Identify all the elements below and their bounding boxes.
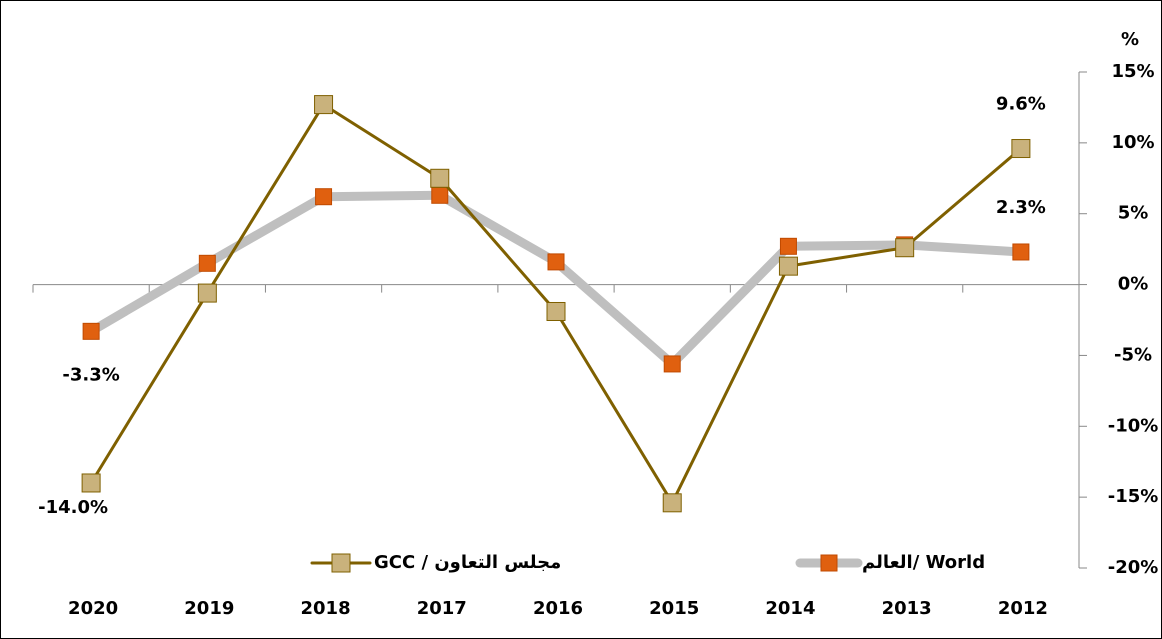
legend-marker xyxy=(331,553,351,573)
legend-marker xyxy=(820,554,838,572)
point-marker xyxy=(778,256,798,276)
x-tick-label: 2013 xyxy=(882,598,932,619)
y-tick-label: 5% xyxy=(1118,203,1149,224)
point-marker xyxy=(197,283,217,303)
y-axis-label: % xyxy=(1121,29,1139,50)
x-tick-label: 2014 xyxy=(765,598,815,619)
point-marker xyxy=(315,188,333,206)
point-marker xyxy=(198,254,216,272)
y-tick-label: -20% xyxy=(1108,557,1159,578)
x-tick-label: 2017 xyxy=(417,598,467,619)
y-tick-label: 0% xyxy=(1118,274,1149,295)
point-marker xyxy=(431,186,449,204)
x-tick-label: 2015 xyxy=(649,598,699,619)
point-marker xyxy=(546,301,566,321)
point-marker xyxy=(1011,139,1031,159)
point-marker xyxy=(314,95,334,115)
x-tick-label: 2020 xyxy=(68,598,118,619)
y-tick-label: 15% xyxy=(1111,61,1154,82)
x-tick-label: 2018 xyxy=(301,598,351,619)
x-tick-label: 2019 xyxy=(184,598,234,619)
point-marker xyxy=(895,238,915,258)
data-label: 2.3% xyxy=(996,197,1046,218)
data-label: -14.0% xyxy=(38,497,108,518)
y-tick-label: -10% xyxy=(1108,415,1159,436)
x-tick-label: 2012 xyxy=(998,598,1048,619)
y-tick-label: -15% xyxy=(1108,486,1159,507)
point-marker xyxy=(430,168,450,188)
y-tick-label: -5% xyxy=(1114,344,1152,365)
point-marker xyxy=(1012,243,1030,261)
point-marker xyxy=(81,473,101,493)
y-tick-label: 10% xyxy=(1111,132,1154,153)
point-marker xyxy=(662,493,682,513)
data-label: -3.3% xyxy=(62,364,119,385)
data-label: 9.6% xyxy=(996,94,1046,115)
point-marker xyxy=(779,237,797,255)
point-marker xyxy=(663,355,681,373)
x-tick-label: 2016 xyxy=(533,598,583,619)
legend-label: GCC / مجلس التعاون xyxy=(374,552,561,573)
point-marker xyxy=(82,322,100,340)
legend-label: العالم/ World xyxy=(862,552,985,573)
point-marker xyxy=(547,253,565,271)
